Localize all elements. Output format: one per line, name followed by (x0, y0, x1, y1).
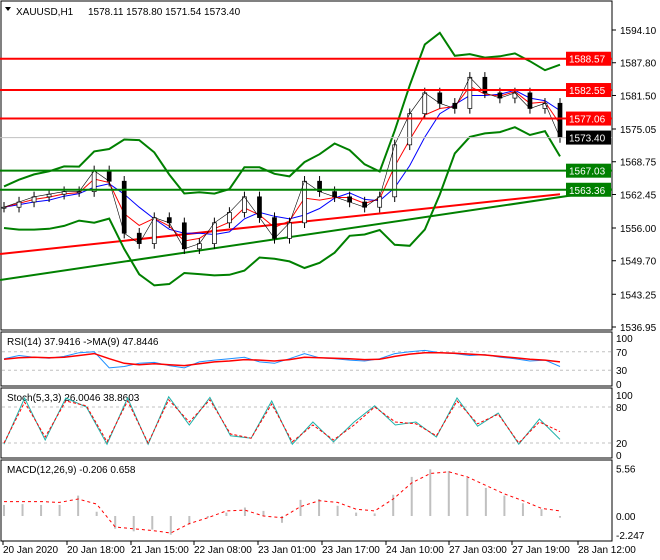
price-line (3, 76, 561, 250)
bollinger-lower (3, 126, 561, 287)
level-label: 1563.36 (569, 186, 606, 197)
rsi-tick-label: 100 (616, 334, 633, 345)
time-tick-label: 27 Jan 19:00 (512, 545, 570, 556)
bollinger-upper (3, 31, 561, 195)
candle (422, 92, 428, 115)
candle (1, 206, 7, 209)
level-badge (566, 51, 611, 66)
candle (136, 232, 142, 244)
time-tick-label: 23 Jan 01:00 (258, 545, 316, 556)
rsi-label: RSI(14) 37.9416 ->MA(9) 47.8446 (7, 337, 159, 348)
stoch-tick-label: 80 (616, 403, 628, 414)
candle (527, 92, 533, 109)
main-panel-border (0, 0, 613, 331)
candle (377, 196, 383, 208)
level-label: 1588.57 (569, 55, 606, 66)
level-badge (566, 163, 611, 178)
price-tick-label: 1562.45 (620, 190, 657, 201)
time-tick-label: 23 Jan 17:00 (322, 545, 380, 556)
level-badge (566, 83, 611, 98)
price-tick-label: 1543.25 (620, 290, 657, 301)
stoch-label: Stoch(5,3,3) 26.0046 38.8603 (7, 393, 140, 404)
fast-moving-average (3, 89, 561, 236)
rsi-tick-label: 0 (616, 380, 622, 391)
stoch-d-line (3, 398, 561, 445)
candle (557, 102, 563, 138)
candle (106, 170, 112, 182)
candle (302, 180, 307, 224)
stoch-tick-label: 0 (616, 451, 622, 462)
level-badge (566, 182, 611, 197)
macd-tick-label: -2.247 (616, 531, 645, 542)
candle (437, 92, 443, 104)
candle (467, 76, 473, 109)
trendline (0, 188, 613, 281)
slow-moving-average (0, 193, 561, 255)
rsi-line (3, 349, 561, 369)
time-tick-label: 20 Jan 18:00 (67, 545, 125, 556)
stoch-tick-label: 20 (616, 439, 628, 450)
rsi-tick-label: 70 (616, 348, 628, 359)
macd-label: MACD(12,26,9) -0.206 0.658 (7, 465, 136, 476)
level-badge (566, 111, 611, 126)
price-tick-label: 1587.80 (620, 59, 657, 70)
macd-signal-line (4, 471, 561, 534)
time-tick-label: 27 Jan 03:00 (449, 545, 507, 556)
price-tick-label: 1556.00 (620, 224, 657, 235)
level-label: 1567.03 (569, 167, 606, 178)
candle (91, 170, 97, 192)
rsi-tick-label: 30 (616, 366, 628, 377)
dropdown-triangle-icon[interactable] (5, 7, 11, 11)
price-tick-label: 1594.10 (620, 26, 657, 37)
symbol-label: XAUUSD,H1 (16, 7, 74, 18)
time-tick-label: 28 Jan 12:00 (578, 545, 636, 556)
current-price-label: 1573.40 (569, 134, 606, 145)
macd-panel-border (0, 459, 613, 542)
price-tick-label: 1549.70 (620, 257, 657, 268)
rsi-ma-line (3, 351, 561, 367)
macd-tick-label: 5.56 (616, 465, 636, 476)
stoch-tick-label: 100 (616, 391, 633, 402)
candle (227, 212, 232, 224)
candle (181, 222, 187, 250)
time-tick-label: 24 Jan 10:00 (386, 545, 444, 556)
level-label: 1582.55 (569, 86, 606, 97)
time-tick-label: 20 Jan 2020 (3, 545, 58, 556)
candle (257, 196, 262, 218)
rsi-panel-border (0, 331, 613, 387)
candle (212, 222, 217, 244)
price-tick-label: 1575.05 (620, 125, 657, 136)
price-tick-label: 1581.50 (620, 91, 657, 102)
candle (272, 217, 277, 239)
macd-tick-label: 0.00 (616, 512, 636, 523)
price-tick-label: 1536.95 (620, 323, 657, 334)
current-price-badge (566, 130, 611, 145)
candle (151, 217, 157, 244)
price-tick-label: 1568.75 (620, 158, 657, 169)
time-tick-label: 22 Jan 08:00 (194, 545, 252, 556)
candle (287, 222, 292, 239)
time-tick-label: 21 Jan 15:00 (131, 545, 189, 556)
stoch-panel-border (0, 387, 613, 459)
level-label: 1577.06 (569, 115, 606, 126)
candle (16, 201, 22, 208)
ohlc-label: 1578.11 1578.80 1571.54 1573.40 (88, 7, 241, 18)
